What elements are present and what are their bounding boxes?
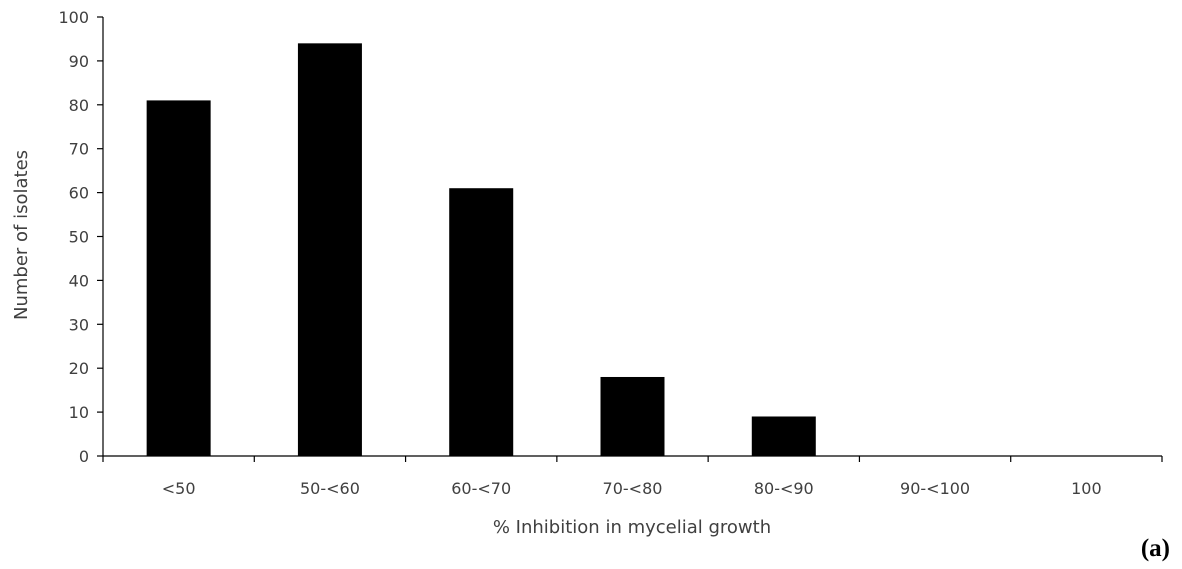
y-tick-label: 20 — [69, 359, 89, 378]
y-tick-label: 70 — [69, 140, 89, 159]
x-tick-label: 60-<70 — [451, 479, 511, 498]
bar — [146, 100, 211, 456]
bar — [449, 188, 514, 456]
y-tick-label: 10 — [69, 403, 89, 422]
y-tick-label: 90 — [69, 52, 89, 71]
x-tick-label: 50-<60 — [300, 479, 360, 498]
x-ticks-group: <50 50-<60 60-<70 70-<80 80-<90 90-<100 100 — [102, 456, 1163, 498]
bar — [297, 43, 362, 457]
y-tick-label: 0 — [79, 447, 89, 466]
y-tick-label: 80 — [69, 96, 89, 115]
bars-group — [146, 43, 816, 457]
bar — [751, 416, 816, 456]
x-tick-label: 80-<90 — [754, 479, 814, 498]
y-axis-title: Number of isolates — [11, 150, 32, 320]
y-tick-label: 100 — [58, 8, 89, 27]
x-tick-label: <50 — [162, 479, 196, 498]
x-axis-title: % Inhibition in mycelial growth — [493, 517, 771, 538]
y-tick-label: 30 — [69, 315, 89, 334]
x-tick-label: 100 — [1071, 479, 1102, 498]
x-tick-label: 90-<100 — [900, 479, 970, 498]
x-tick-label: 70-<80 — [603, 479, 663, 498]
panel-label: (a) — [1141, 535, 1170, 562]
y-tick-label: 50 — [69, 228, 89, 247]
bar — [600, 376, 665, 456]
y-tick-label: 60 — [69, 184, 89, 203]
y-tick-label: 40 — [69, 271, 89, 290]
y-ticks-group: 0 10 20 30 40 50 60 70 80 90 100 — [58, 8, 103, 466]
